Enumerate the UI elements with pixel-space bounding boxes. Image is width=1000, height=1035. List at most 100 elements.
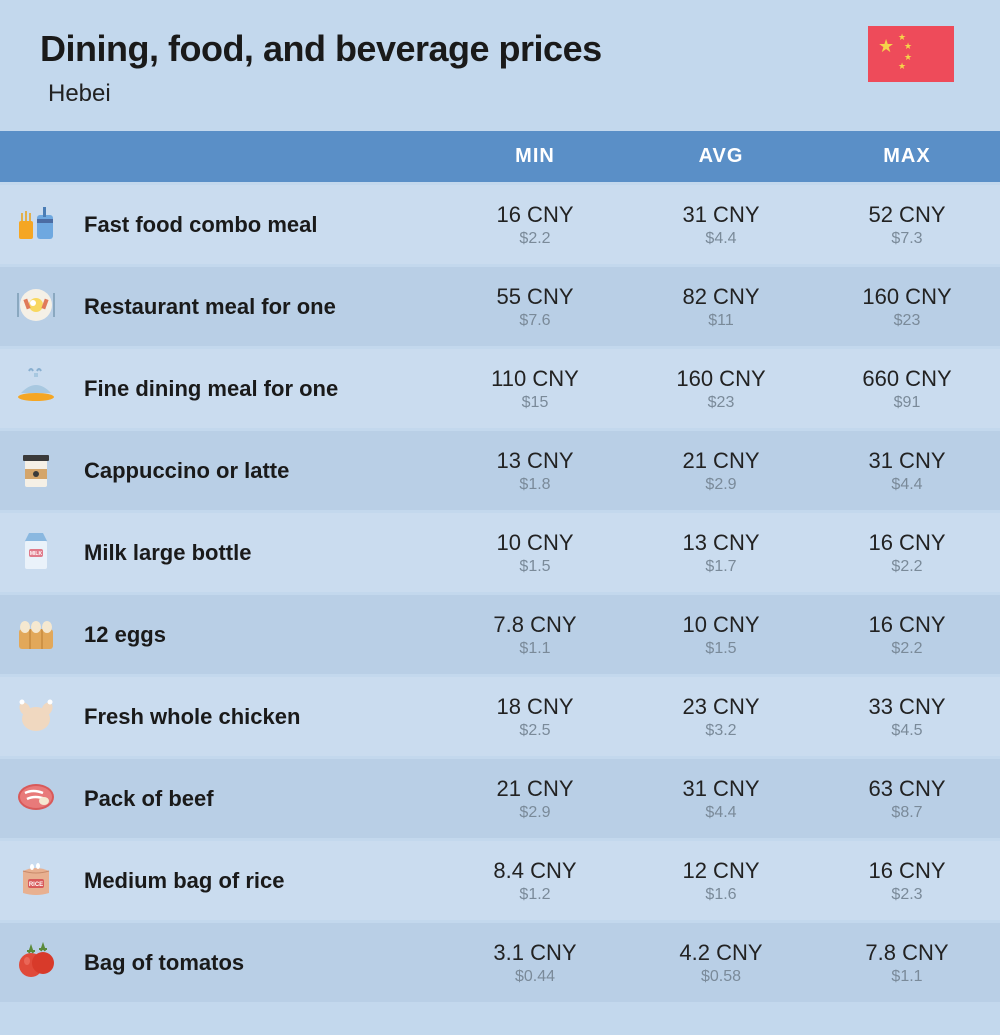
col-label xyxy=(72,131,442,182)
max-usd: $91 xyxy=(814,394,1000,412)
min-price-cell: 55 CNY $7.6 xyxy=(442,267,628,346)
max-price-cell: 33 CNY$4.5 xyxy=(814,677,1000,756)
min-cny: 55 CNY xyxy=(442,284,628,310)
min-price-cell: 7.8 CNY $1.1 xyxy=(442,595,628,674)
max-price-cell: 16 CNY $2.2 xyxy=(814,513,1000,592)
min-usd: $1.2 xyxy=(442,886,628,904)
table-row: 12 eggs7.8 CNY$1.110 CNY$1.516 CNY$2.2 xyxy=(0,595,1000,674)
avg-cny: 4.2 CNY xyxy=(628,940,814,966)
max-cny: 16 CNY xyxy=(814,530,1000,556)
avg-cny: 12 CNY xyxy=(628,858,814,884)
min-price-cell: 21 CNY $2.9 xyxy=(442,759,628,838)
min-price-cell: 3.1 CNY $0.44 xyxy=(442,923,628,1002)
table-row: Fast food combo meal16 CNY$2.231 CNY$4.4… xyxy=(0,185,1000,264)
avg-usd: $4.4 xyxy=(628,804,814,822)
max-cny: 7.8 CNY xyxy=(814,940,1000,966)
item-label: Fine dining meal for one xyxy=(72,349,442,428)
avg-usd: $1.5 xyxy=(628,640,814,658)
table-row: Bag of tomatos3.1 CNY$0.444.2 CNY$0.587.… xyxy=(0,923,1000,1002)
min-cny: 7.8 CNY xyxy=(442,612,628,638)
chicken-icon xyxy=(0,677,72,756)
fastfood-icon xyxy=(0,185,72,264)
min-usd: $2.2 xyxy=(442,230,628,248)
min-usd: $1.1 xyxy=(442,640,628,658)
page-title: Dining, food, and beverage prices xyxy=(40,28,960,70)
min-price-cell: 13 CNY$1.8 xyxy=(442,431,628,510)
col-icon xyxy=(0,131,72,182)
china-flag-icon: ★ ★ ★ ★ ★ xyxy=(868,26,954,82)
max-cny: 16 CNY xyxy=(814,612,1000,638)
avg-price-cell: 4.2 CNY $0.58 xyxy=(628,923,814,1002)
max-cny: 160 CNY xyxy=(814,284,1000,310)
avg-cny: 13 CNY xyxy=(628,530,814,556)
max-price-cell: 160 CNY$23 xyxy=(814,267,1000,346)
avg-cny: 31 CNY xyxy=(628,776,814,802)
min-cny: 16 CNY xyxy=(442,202,628,228)
max-price-cell: 31 CNY$4.4 xyxy=(814,431,1000,510)
min-cny: 110 CNY xyxy=(442,366,628,392)
milk-icon xyxy=(0,513,72,592)
min-usd: $0.44 xyxy=(442,968,628,986)
avg-usd: $11 xyxy=(628,312,814,330)
max-price-cell: 16 CNY $2.3 xyxy=(814,841,1000,920)
avg-cny: 160 CNY xyxy=(628,366,814,392)
max-usd: $8.7 xyxy=(814,804,1000,822)
avg-cny: 23 CNY xyxy=(628,694,814,720)
min-usd: $2.9 xyxy=(442,804,628,822)
avg-usd: $1.7 xyxy=(628,558,814,576)
avg-price-cell: 21 CNY$2.9 xyxy=(628,431,814,510)
min-price-cell: 110 CNY $15 xyxy=(442,349,628,428)
beef-icon xyxy=(0,759,72,838)
coffee-icon xyxy=(0,431,72,510)
avg-usd: $2.9 xyxy=(628,476,814,494)
max-price-cell: 63 CNY $8.7 xyxy=(814,759,1000,838)
table-row: Fresh whole chicken18 CNY$2.523 CNY$3.23… xyxy=(0,677,1000,756)
avg-price-cell: 12 CNY $1.6 xyxy=(628,841,814,920)
avg-cny: 82 CNY xyxy=(628,284,814,310)
item-label: Medium bag of rice xyxy=(72,841,442,920)
min-usd: $15 xyxy=(442,394,628,412)
eggs-icon xyxy=(0,595,72,674)
min-price-cell: 8.4 CNY$1.2 xyxy=(442,841,628,920)
min-cny: 21 CNY xyxy=(442,776,628,802)
table-row: Medium bag of rice8.4 CNY$1.212 CNY $1.61… xyxy=(0,841,1000,920)
price-table: MIN AVG MAX Fast food combo meal16 CNY$2… xyxy=(0,128,1000,1005)
tomato-icon xyxy=(0,923,72,1002)
max-cny: 33 CNY xyxy=(814,694,1000,720)
finedining-icon xyxy=(0,349,72,428)
max-price-cell: 52 CNY$7.3 xyxy=(814,185,1000,264)
table-row: Fine dining meal for one110 CNY $15160 CN… xyxy=(0,349,1000,428)
min-usd: $1.5 xyxy=(442,558,628,576)
min-price-cell: 18 CNY$2.5 xyxy=(442,677,628,756)
rice-icon xyxy=(0,841,72,920)
max-cny: 31 CNY xyxy=(814,448,1000,474)
avg-cny: 31 CNY xyxy=(628,202,814,228)
item-label: 12 eggs xyxy=(72,595,442,674)
table-row: Pack of beef21 CNY$2.931 CNY$4.463 CNY$8… xyxy=(0,759,1000,838)
max-usd: $2.3 xyxy=(814,886,1000,904)
min-usd: $2.5 xyxy=(442,722,628,740)
avg-usd: $23 xyxy=(628,394,814,412)
avg-usd: $1.6 xyxy=(628,886,814,904)
min-usd: $1.8 xyxy=(442,476,628,494)
page-subtitle: Hebei xyxy=(48,80,960,108)
max-usd: $2.2 xyxy=(814,558,1000,576)
item-label: Cappuccino or latte xyxy=(72,431,442,510)
col-max: MAX xyxy=(814,131,1000,182)
min-cny: 3.1 CNY xyxy=(442,940,628,966)
max-cny: 63 CNY xyxy=(814,776,1000,802)
avg-price-cell: 82 CNY $11 xyxy=(628,267,814,346)
min-usd: $7.6 xyxy=(442,312,628,330)
avg-price-cell: 13 CNY $1.7 xyxy=(628,513,814,592)
avg-usd: $0.58 xyxy=(628,968,814,986)
avg-price-cell: 160 CNY $23 xyxy=(628,349,814,428)
max-cny: 660 CNY xyxy=(814,366,1000,392)
min-price-cell: 10 CNY$1.5 xyxy=(442,513,628,592)
table-header-row: MIN AVG MAX xyxy=(0,131,1000,182)
avg-price-cell: 31 CNY$4.4 xyxy=(628,185,814,264)
max-price-cell: 7.8 CNY$1.1 xyxy=(814,923,1000,1002)
item-label: Milk large bottle xyxy=(72,513,442,592)
table-row: Milk large bottle10 CNY$1.513 CNY $1.716 … xyxy=(0,513,1000,592)
max-cny: 16 CNY xyxy=(814,858,1000,884)
table-row: Restaurant meal for one55 CNY$7.682 CNY$… xyxy=(0,267,1000,346)
